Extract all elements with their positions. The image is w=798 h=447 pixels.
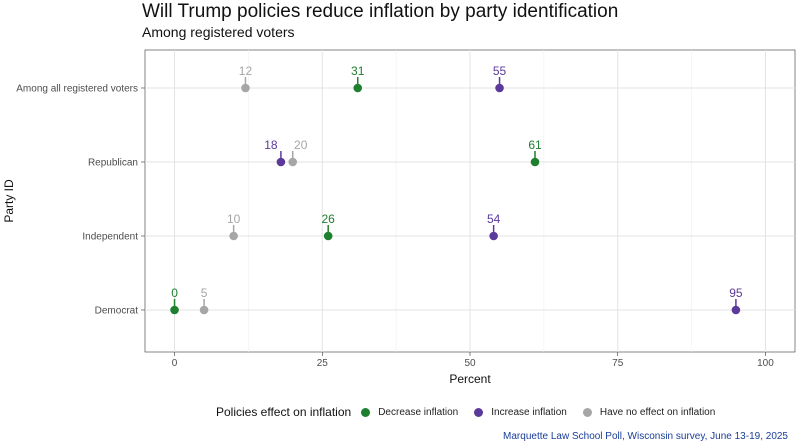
legend-item-increase-inflation: Increase inflation: [474, 407, 567, 418]
x-tick-label: 75: [612, 358, 624, 369]
legend-swatch-no-effect: [582, 407, 592, 417]
data-label: 10: [227, 212, 241, 226]
y-tick-label: Independent: [82, 232, 138, 243]
x-tick-label: 100: [757, 358, 774, 369]
legend: Policies effect on inflation Decrease in…: [216, 404, 731, 420]
data-point: [241, 83, 250, 93]
legend-item-no-effect: Have no effect on inflation: [582, 406, 716, 418]
y-tick-label: Among all registered voters: [16, 84, 138, 95]
data-label: 0: [171, 286, 178, 300]
data-label: 54: [487, 212, 501, 226]
data-points: 31 61 26 0 55 18 54 95 12 20 10 5: [170, 64, 743, 315]
data-point: [199, 305, 209, 315]
data-label: 20: [294, 138, 308, 152]
data-point: [276, 157, 286, 167]
data-label: 12: [239, 64, 253, 78]
legend-label-decrease-inflation: Decrease inflation: [378, 406, 459, 418]
legend-label-no-effect: Have no effect on inflation: [599, 406, 716, 418]
x-tick-label: 0: [172, 358, 178, 369]
y-axis-title: Party ID: [2, 179, 16, 223]
data-point: [323, 231, 333, 241]
data-label: 95: [729, 286, 743, 300]
data-point: [489, 231, 498, 241]
x-tick-label: 25: [317, 358, 329, 369]
data-label: 18: [264, 138, 278, 152]
data-point: [170, 305, 179, 315]
source-caption: Marquette Law School Poll, Wisconsin sur…: [503, 431, 788, 442]
data-label: 31: [351, 64, 365, 78]
x-tick-label: 50: [464, 358, 476, 369]
legend-title: Policies effect on inflation: [216, 405, 352, 419]
data-label: 61: [528, 138, 542, 152]
data-point: [495, 83, 504, 93]
data-point: [731, 305, 741, 315]
data-point: [530, 157, 540, 167]
legend-swatch-increase-inflation: [474, 407, 484, 417]
legend-swatch-decrease-inflation: [361, 407, 371, 417]
data-label: 5: [201, 286, 208, 300]
legend-label-increase-inflation: Increase inflation: [491, 406, 567, 418]
y-tick-label: Republican: [88, 158, 138, 169]
data-point: [353, 83, 363, 93]
data-label: 26: [322, 212, 336, 226]
data-point: [229, 231, 238, 241]
data-point: [288, 157, 298, 167]
legend-item-decrease-inflation: Decrease inflation: [361, 407, 458, 418]
chart-title: Will Trump policies reduce inflation by …: [142, 1, 619, 22]
data-label: 55: [493, 64, 507, 78]
y-tick-label: Democrat: [95, 306, 139, 317]
chart-subtitle: Among registered voters: [142, 24, 295, 40]
x-axis-title: Percent: [449, 372, 491, 386]
